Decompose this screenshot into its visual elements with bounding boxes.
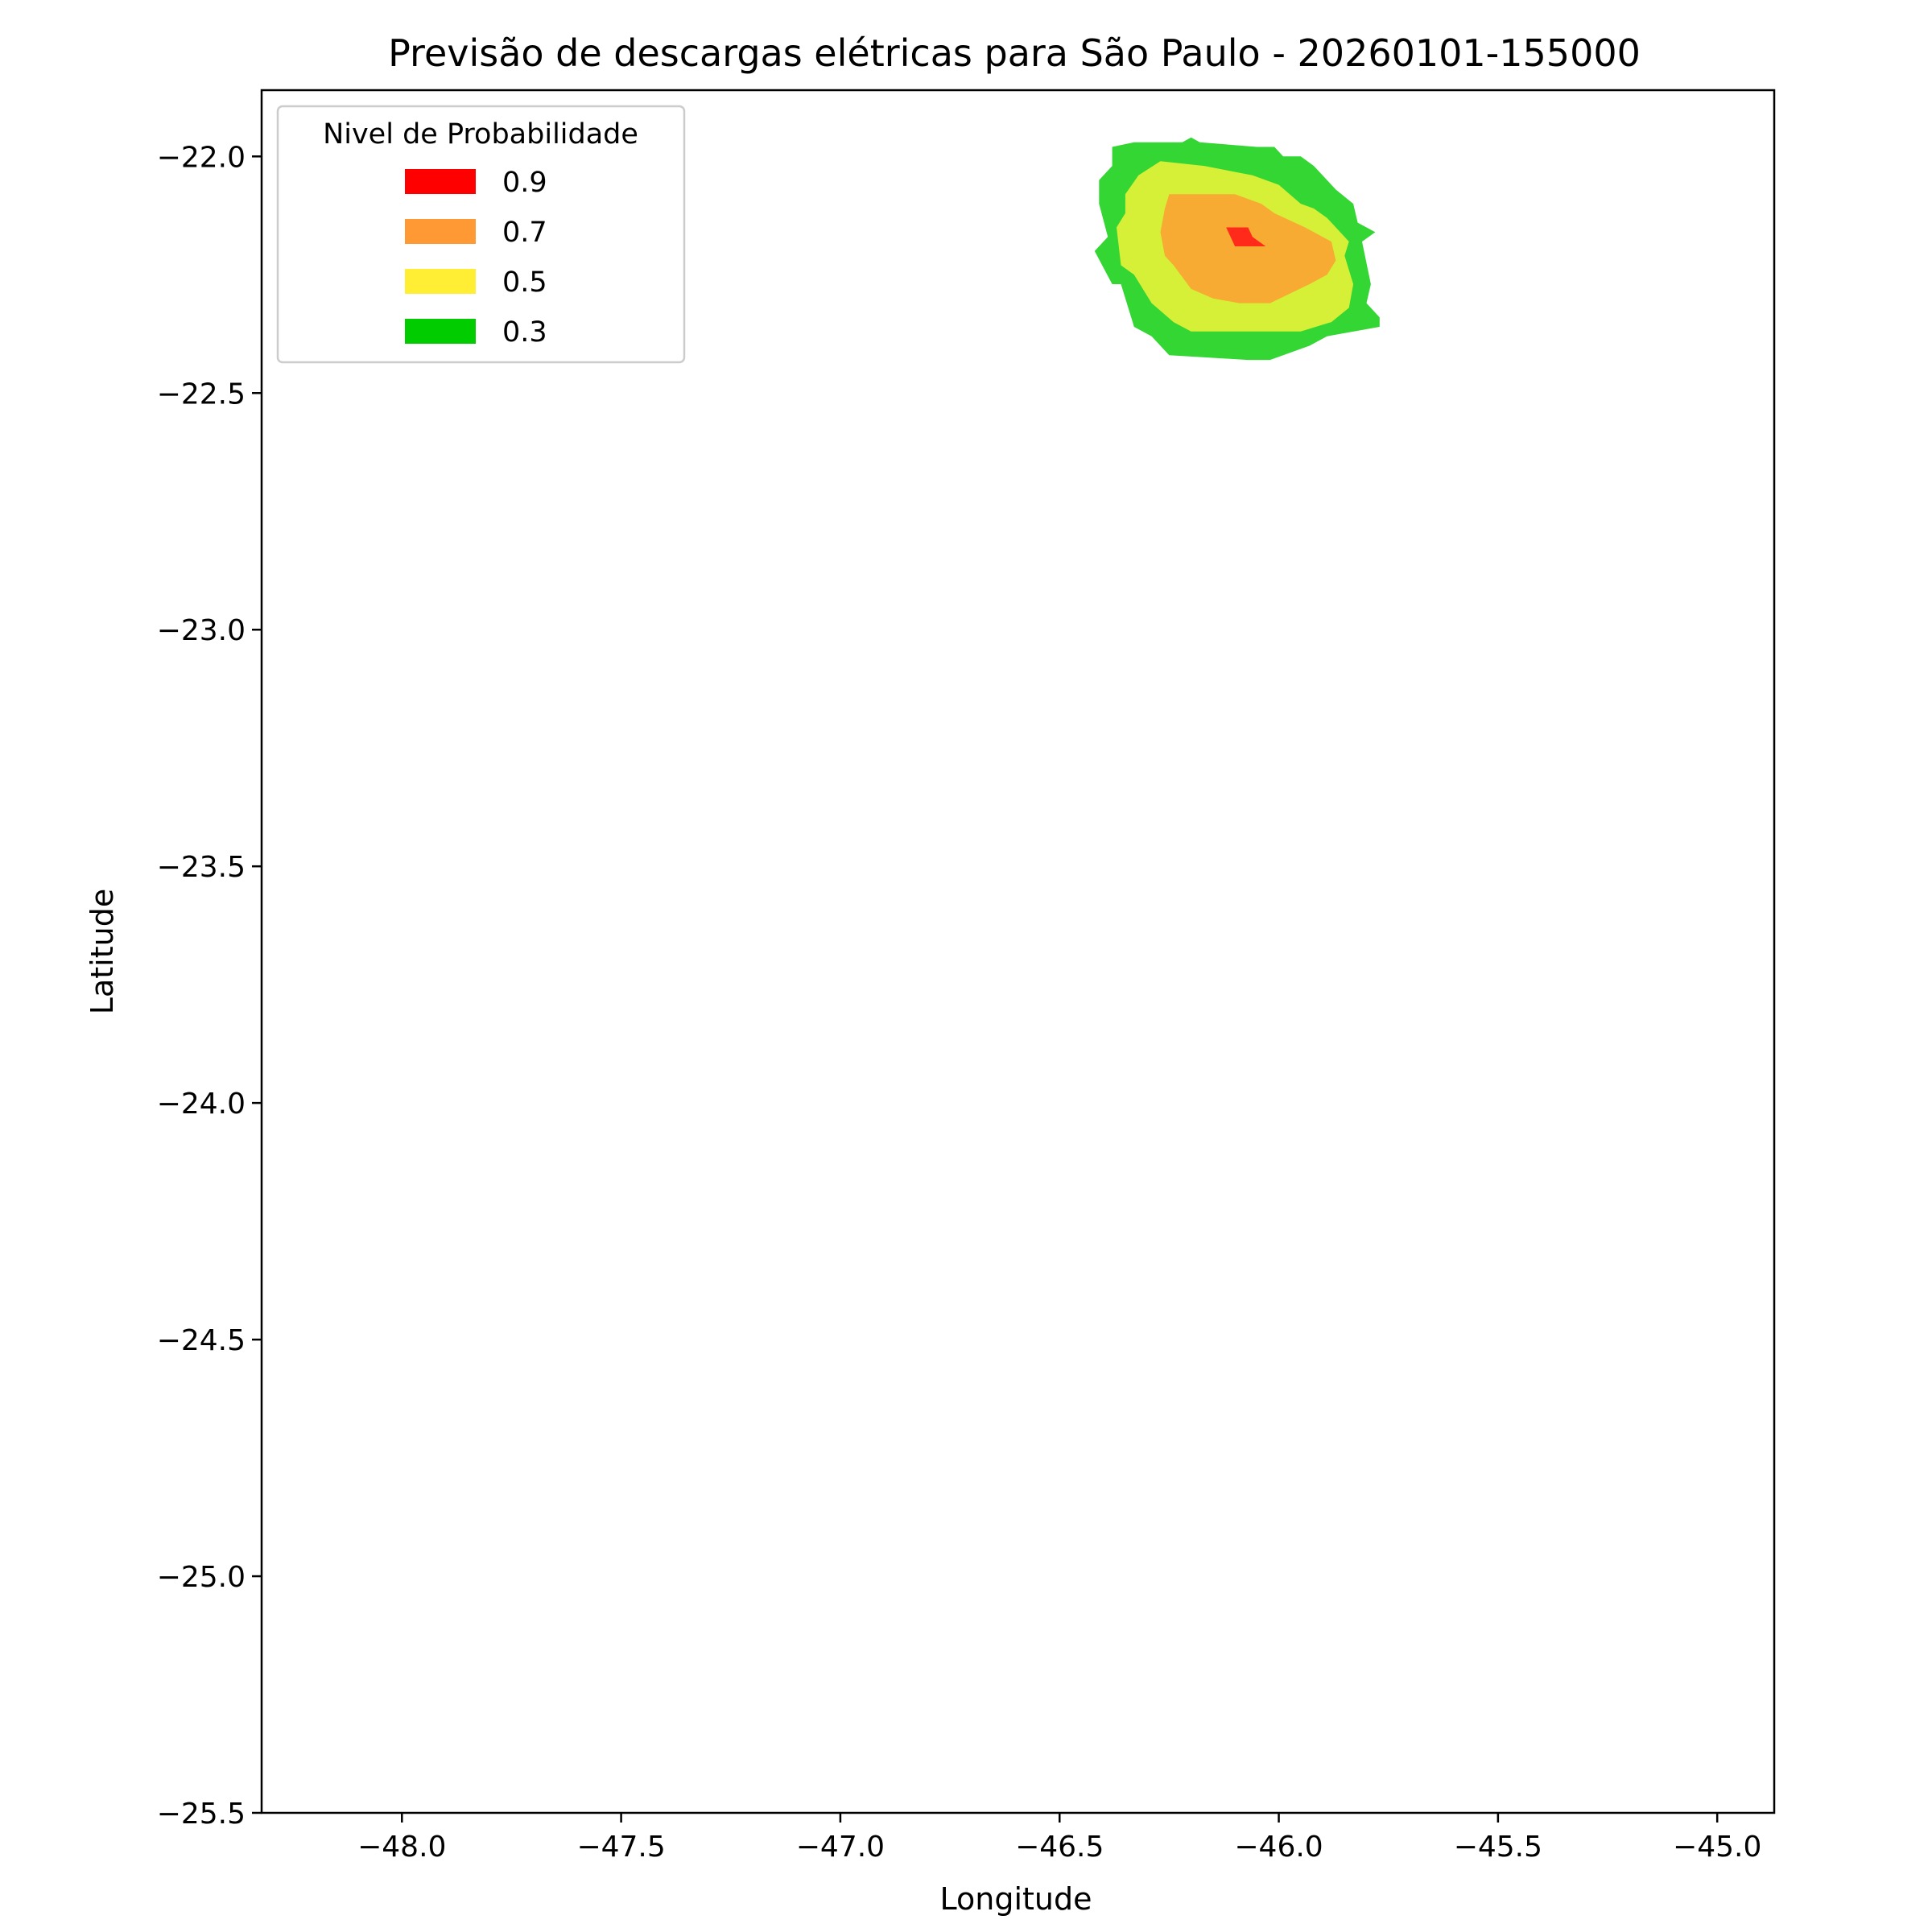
contour-level-0-7: [1160, 194, 1336, 303]
y-axis-title: Latitude: [85, 889, 120, 1014]
x-tick-label: −45.5: [1454, 1831, 1542, 1864]
x-tick-label: −47.5: [576, 1831, 665, 1864]
y-tick-label: −22.0: [157, 141, 246, 174]
x-tick-label: −46.0: [1234, 1831, 1323, 1864]
legend-swatch-0-9: [405, 169, 476, 194]
x-tick-label: −45.0: [1673, 1831, 1761, 1864]
legend-swatch-0-5: [405, 269, 476, 294]
legend-label: 0.9: [502, 167, 547, 199]
y-tick-label: −22.5: [157, 378, 246, 411]
y-tick-label: −24.5: [157, 1324, 246, 1357]
legend-label: 0.5: [502, 266, 547, 299]
y-tick-label: −25.0: [157, 1561, 246, 1594]
x-axis-title: Longitude: [940, 1881, 1092, 1917]
legend-swatch-0-7: [405, 219, 476, 244]
legend-title: Nivel de Probabilidade: [323, 118, 638, 151]
y-tick-label: −24.0: [157, 1088, 246, 1121]
legend-label: 0.3: [502, 316, 547, 349]
y-tick-label: −25.5: [157, 1798, 246, 1831]
y-tick-label: −23.5: [157, 851, 246, 884]
legend-label: 0.7: [502, 217, 547, 249]
plot-area: [1094, 137, 1380, 361]
x-axis: −48.0 −47.5 −47.0 −46.5 −46.0 −45.5 −45.0: [357, 1813, 1761, 1864]
legend-swatch-0-3: [405, 319, 476, 344]
legend: Nivel de Probabilidade 0.9 0.7 0.5 0.3: [276, 105, 686, 364]
x-tick-label: −46.5: [1015, 1831, 1104, 1864]
x-tick-label: −47.0: [796, 1831, 885, 1864]
y-axis: −22.0 −22.5 −23.0 −23.5 −24.0 −24.5 −25.0 −25.5: [157, 141, 262, 1831]
y-tick-label: −23.0: [157, 614, 246, 647]
contour-level-0-9: [1226, 227, 1266, 246]
x-tick-label: −48.0: [357, 1831, 446, 1864]
chart-title: Previsão de descargas elétricas para São…: [388, 31, 1641, 75]
plot-frame: [260, 89, 1776, 1814]
legend-box: [276, 105, 686, 364]
